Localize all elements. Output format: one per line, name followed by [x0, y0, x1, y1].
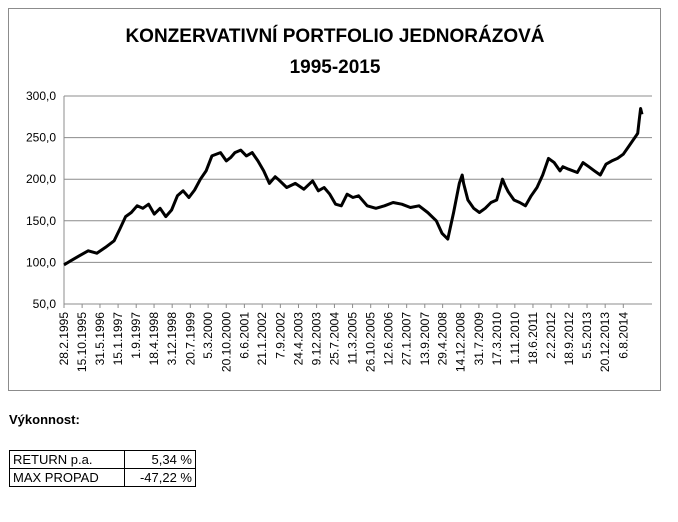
- x-tick-label: 14.12.2008: [454, 312, 468, 372]
- x-axis: 28.2.1995 15.10.1995 31.5.1996 15.1.1997 1.9…: [57, 304, 630, 372]
- x-tick-label: 25.7.2004: [327, 312, 341, 366]
- chart-area: KONZERVATIVNÍ PORTFOLIO JEDNORÁZOVÁ 1995…: [8, 8, 661, 391]
- chart-subtitle: 1995-2015: [290, 57, 381, 78]
- performance-heading: Výkonnost:: [9, 412, 80, 427]
- y-axis: 50,0 100,0 150,0 200,0 250,0 300,0: [26, 89, 56, 311]
- series-layer: [63, 107, 644, 267]
- y-tick-label: 50,0: [33, 297, 57, 311]
- x-tick-label: 1.11.2010: [508, 312, 522, 365]
- x-tick-label: 31.7.2009: [472, 312, 486, 366]
- y-tick-label: 100,0: [26, 255, 56, 269]
- x-tick-label: 5.3.2000: [201, 312, 215, 359]
- x-tick-label: 29.4.2008: [436, 312, 450, 366]
- max-drawdown-label: MAX PROPAD: [9, 468, 125, 487]
- y-tick-label: 150,0: [26, 214, 56, 228]
- x-tick-label: 2.2.2012: [544, 312, 558, 359]
- table-row: MAX PROPAD -47,22 %: [9, 468, 196, 487]
- chart-title: KONZERVATIVNÍ PORTFOLIO JEDNORÁZOVÁ: [125, 25, 544, 47]
- x-tick-label: 5.5.2013: [580, 312, 594, 359]
- x-tick-label: 6.6.2001: [237, 312, 251, 359]
- x-tick-label: 31.5.1996: [93, 312, 107, 366]
- x-tick-label: 18.4.1998: [147, 312, 161, 366]
- series-line: [63, 107, 644, 267]
- x-tick-label: 20.10.2000: [219, 312, 233, 372]
- x-tick-label: 18.6.2011: [526, 312, 540, 365]
- x-tick-label: 13.9.2007: [418, 312, 432, 366]
- x-tick-label: 18.9.2012: [562, 312, 576, 366]
- x-tick-label: 3.12.1998: [165, 312, 179, 366]
- x-tick-label: 15.10.1995: [75, 312, 89, 372]
- x-tick-label: 12.6.2006: [382, 312, 396, 366]
- line-chart: KONZERVATIVNÍ PORTFOLIO JEDNORÁZOVÁ 1995…: [26, 25, 652, 372]
- return-value: 5,34 %: [124, 450, 196, 469]
- y-tick-label: 300,0: [26, 89, 56, 103]
- x-tick-label: 6.8.2014: [616, 312, 630, 359]
- x-tick-label: 27.1.2007: [400, 312, 414, 366]
- x-tick-label: 7.9.2002: [273, 312, 287, 359]
- y-tick-label: 200,0: [26, 172, 56, 186]
- table-row: RETURN p.a. 5,34 %: [9, 450, 196, 469]
- max-drawdown-value: -47,22 %: [124, 468, 196, 487]
- x-tick-label: 21.1.2002: [255, 312, 269, 366]
- x-tick-label: 17.3.2010: [490, 312, 504, 366]
- x-tick-label: 20.7.1999: [183, 312, 197, 366]
- performance-table: RETURN p.a. 5,34 % MAX PROPAD -47,22 %: [9, 450, 196, 487]
- x-tick-label: 1.9.1997: [129, 312, 143, 359]
- x-tick-label: 9.12.2003: [310, 312, 324, 366]
- x-tick-label: 15.1.1997: [111, 312, 125, 366]
- return-label: RETURN p.a.: [9, 450, 125, 469]
- gridlines: [63, 95, 652, 305]
- x-tick-label: 20.12.2013: [598, 312, 612, 372]
- x-tick-label: 24.4.2003: [291, 312, 305, 366]
- x-tick-label: 11.3.2005: [346, 312, 360, 365]
- x-tick-label: 26.10.2005: [364, 312, 378, 372]
- x-tick-label: 28.2.1995: [57, 312, 71, 366]
- y-tick-label: 250,0: [26, 131, 56, 145]
